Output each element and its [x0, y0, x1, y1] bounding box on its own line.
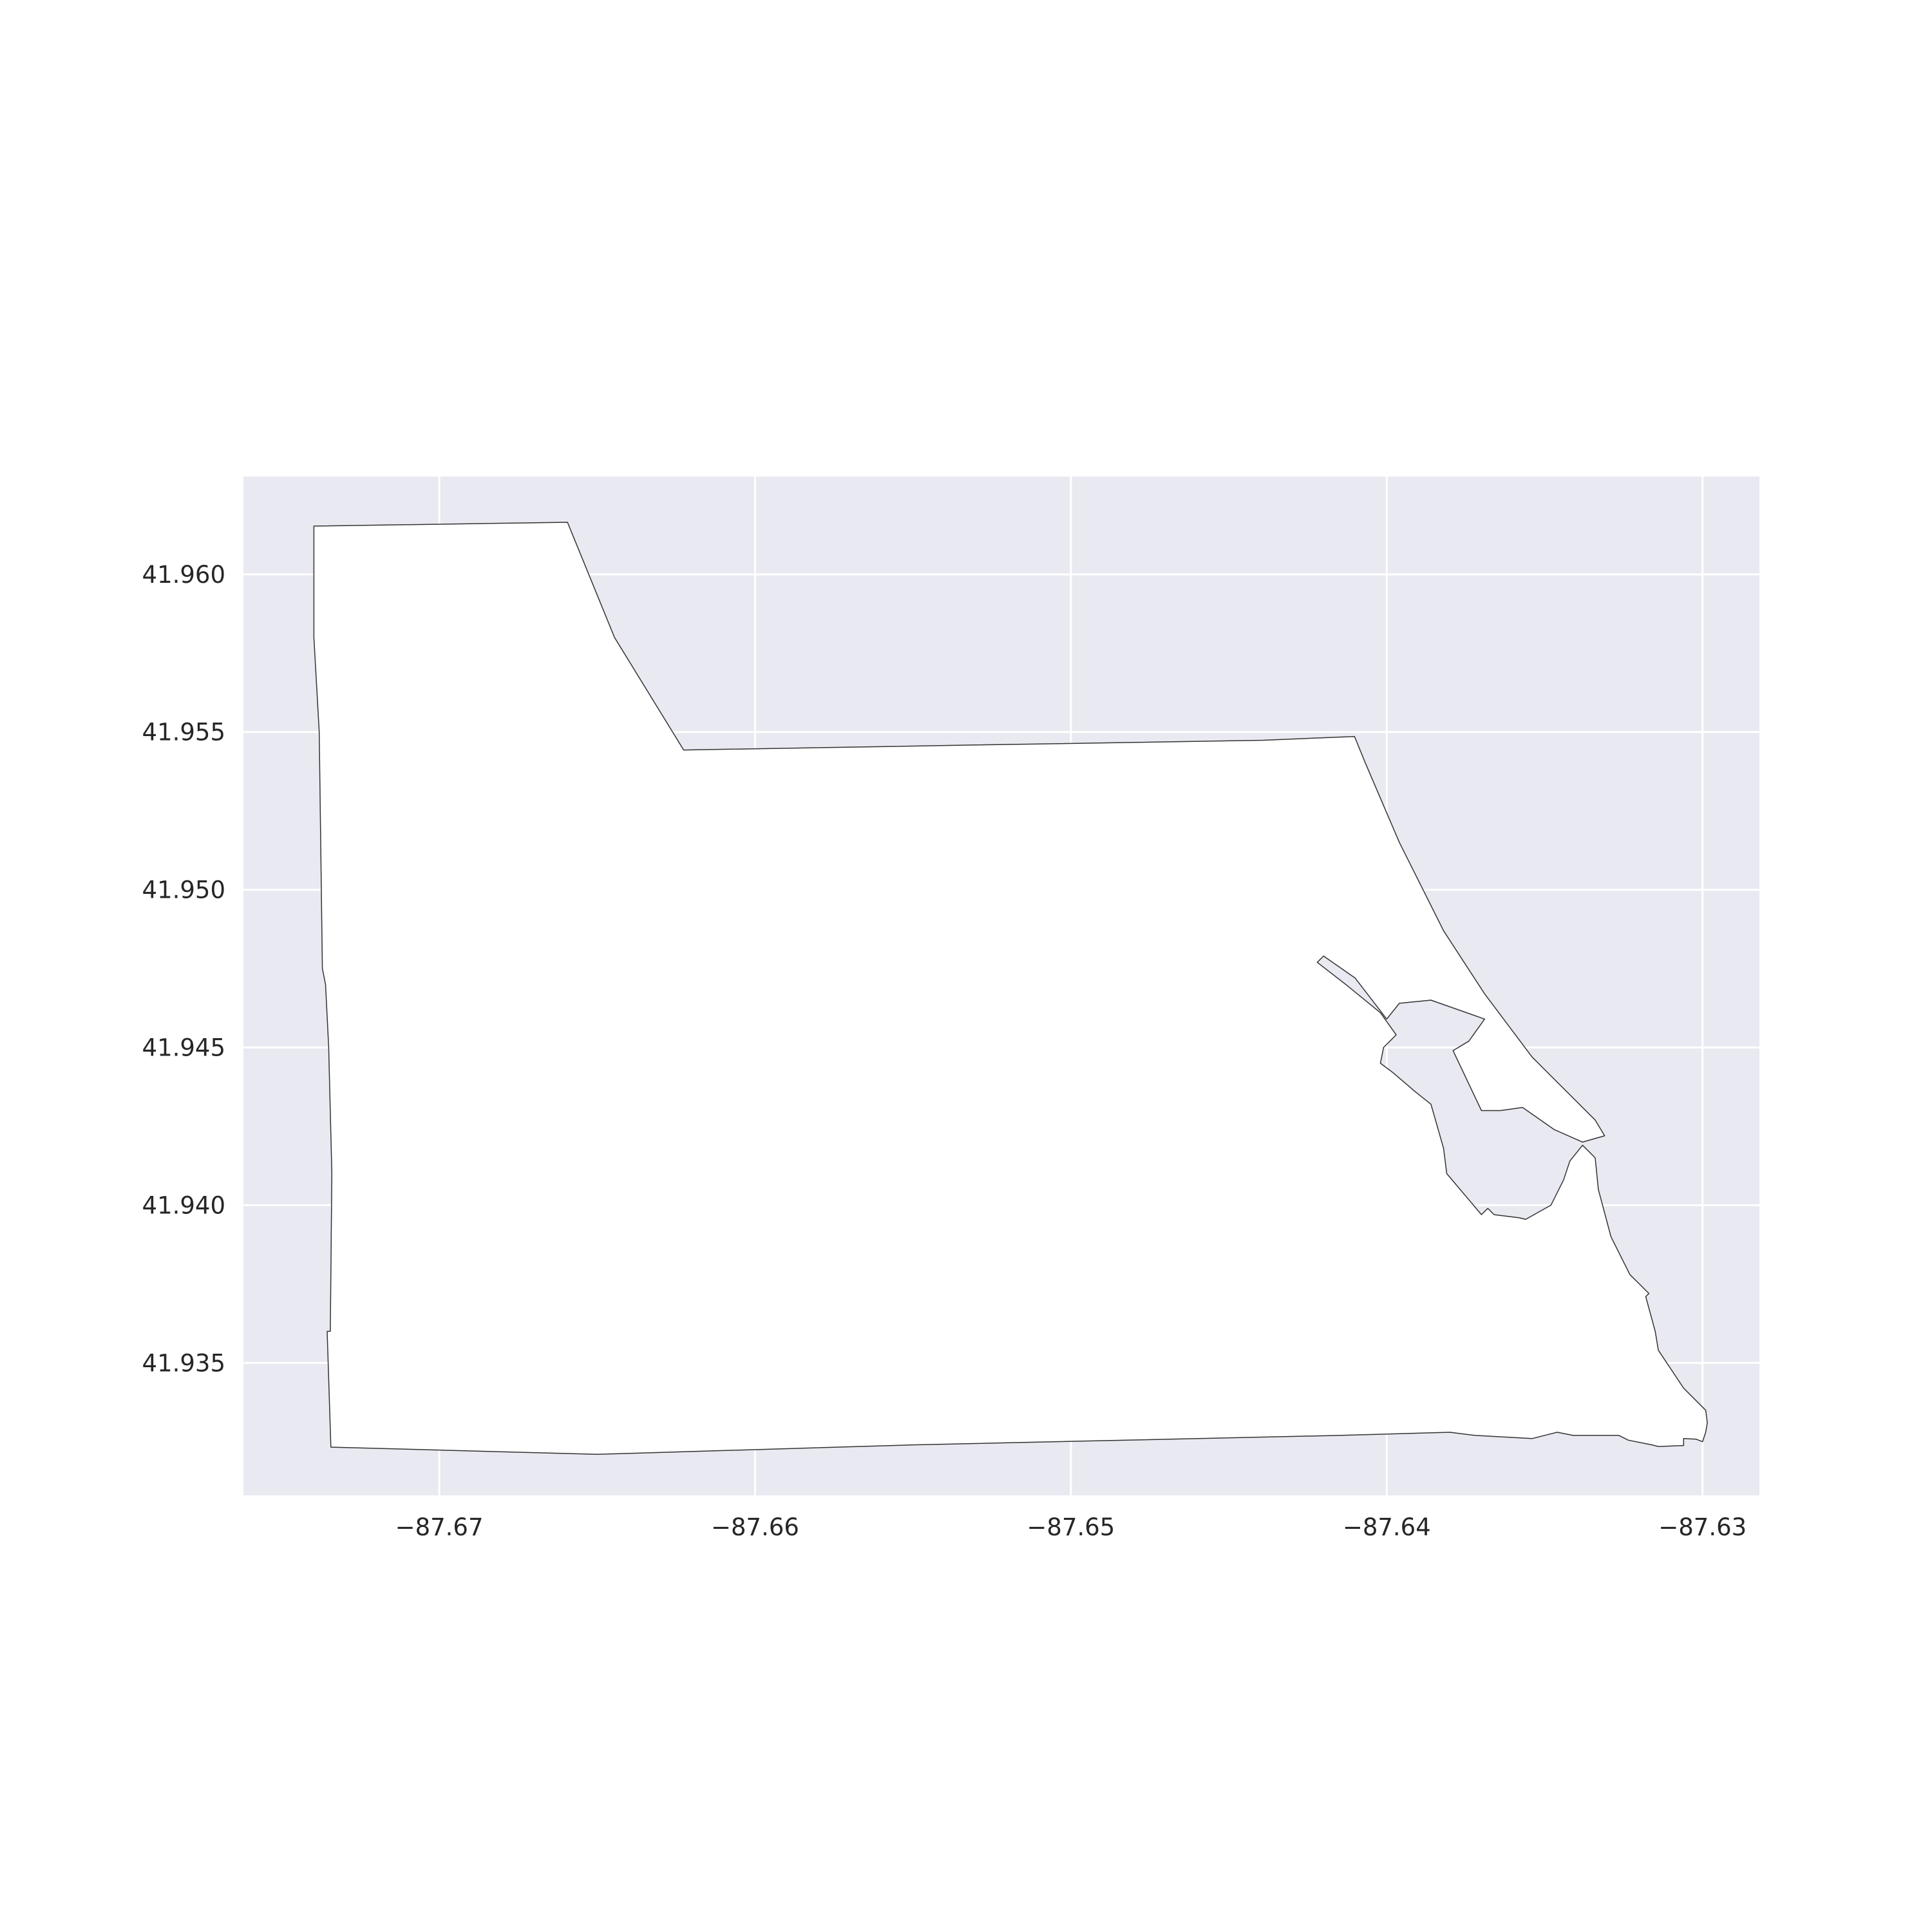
y-tick-label: 41.940	[142, 1191, 225, 1219]
y-tick-label: 41.935	[142, 1349, 225, 1377]
y-tick-label: 41.960	[142, 561, 225, 589]
x-tick-label: −87.63	[1658, 1513, 1747, 1541]
x-tick-label: −87.67	[395, 1513, 484, 1541]
x-tick-label: −87.66	[711, 1513, 799, 1541]
y-tick-label: 41.945	[142, 1034, 225, 1062]
y-tick-label: 41.955	[142, 719, 225, 746]
y-tick-label: 41.950	[142, 876, 225, 904]
x-axis: −87.67 −87.66 −87.65 −87.64 −87.63	[395, 1513, 1747, 1541]
x-tick-label: −87.65	[1027, 1513, 1115, 1541]
y-axis: 41.960 41.955 41.950 41.945 41.940 41.935	[142, 561, 225, 1377]
region-boundary	[313, 522, 1708, 1455]
x-tick-label: −87.64	[1343, 1513, 1431, 1541]
